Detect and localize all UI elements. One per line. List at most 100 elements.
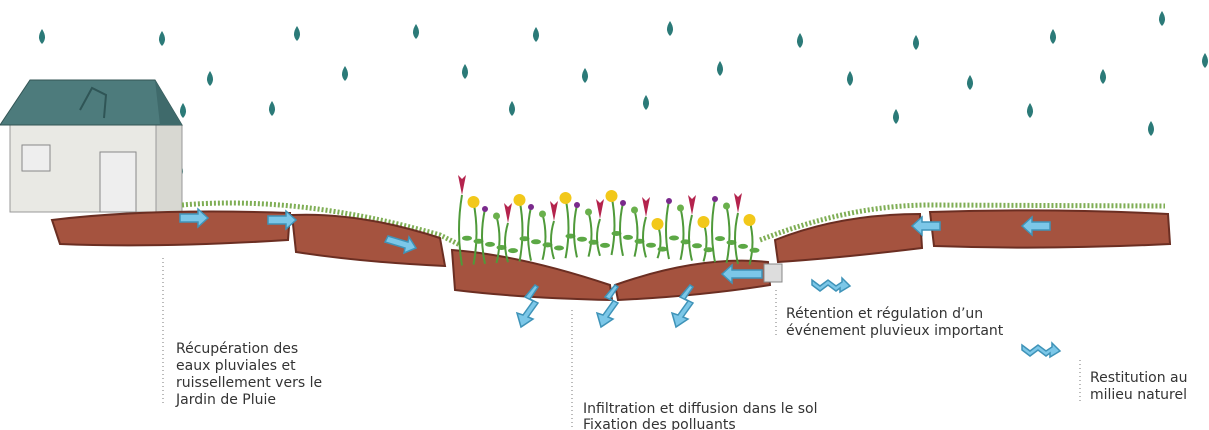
berry (574, 202, 580, 208)
raindrop (893, 109, 899, 124)
window (22, 145, 50, 171)
label-line: Fixation des polluants (583, 417, 736, 430)
plants (458, 175, 760, 265)
leaf (715, 236, 725, 241)
label-line: Restitution au (1090, 370, 1187, 386)
roof (0, 80, 182, 125)
raindrop (207, 71, 213, 86)
soil-slab (52, 212, 290, 246)
stem (505, 223, 508, 262)
raindrop (1159, 11, 1165, 26)
raindrop (269, 101, 275, 116)
leaf (623, 235, 633, 240)
stem (551, 221, 554, 259)
soil-slab (775, 214, 922, 262)
spike-flower (596, 199, 604, 219)
raindrop (39, 29, 45, 44)
yellow-flower (744, 214, 756, 226)
yellow-flower (698, 216, 710, 228)
labels: Récupération des eaux pluviales et ruiss… (175, 306, 1187, 430)
stem (589, 212, 592, 257)
raindrop (582, 68, 588, 83)
leaf (692, 243, 702, 248)
soil-slab (615, 261, 770, 300)
label-line: eaux pluviales et (176, 358, 296, 374)
stem (543, 214, 546, 260)
spike-flower (642, 197, 650, 217)
label-line: Rétention et régulation d’un (786, 306, 983, 322)
leaf (658, 247, 668, 252)
bud (677, 205, 684, 212)
raindrop (462, 64, 468, 79)
door (100, 152, 136, 212)
raindrop (1027, 103, 1033, 118)
leaf (669, 236, 679, 241)
spike-flower (550, 201, 558, 221)
yellow-flower (606, 190, 618, 202)
stem (612, 196, 615, 255)
leaf (531, 239, 541, 244)
raindrop (913, 35, 919, 50)
label-line: ruissellement vers le (176, 375, 322, 391)
soil (52, 210, 1170, 300)
outflow-arrow (1022, 343, 1060, 357)
raindrop (294, 26, 300, 41)
yellow-flower (514, 194, 526, 206)
stem (520, 200, 523, 261)
overflow-box (764, 264, 782, 282)
yellow-flower (560, 192, 572, 204)
stem (681, 208, 684, 260)
raindrop (159, 31, 165, 46)
stem (712, 199, 715, 262)
stem (620, 203, 623, 256)
label-line: Infiltration et diffusion dans le sol (583, 401, 818, 417)
berry (666, 198, 672, 204)
leaf (646, 243, 656, 248)
leaf (554, 246, 564, 251)
house (0, 80, 182, 212)
label-line: Jardin de Pluie (175, 392, 276, 408)
raindrop (667, 21, 673, 36)
raindrop (643, 95, 649, 110)
stem (735, 213, 738, 264)
spike-flower (504, 203, 512, 223)
raindrop (413, 24, 419, 39)
stem (727, 206, 730, 263)
leaf (462, 236, 472, 241)
house-side (156, 125, 182, 212)
spike-flower (688, 195, 696, 215)
berry (528, 204, 534, 210)
raindrop (509, 101, 515, 116)
label-line: milieu naturel (1090, 387, 1187, 403)
raindrop (1202, 53, 1208, 68)
berry (620, 200, 626, 206)
raindrop (967, 75, 973, 90)
stem (643, 217, 646, 257)
stem (566, 198, 569, 258)
raindrop (1100, 69, 1106, 84)
rain-garden-diagram: Récupération des eaux pluviales et ruiss… (0, 0, 1209, 430)
raindrops (39, 11, 1208, 178)
soil-slab (292, 215, 445, 266)
stem (597, 219, 600, 256)
leaf (738, 244, 748, 249)
spike-flower (734, 193, 742, 213)
stem (574, 205, 577, 257)
raindrop (180, 103, 186, 118)
leaf (600, 243, 610, 248)
stem (528, 207, 531, 261)
leaf (750, 248, 760, 253)
spike-flower (458, 175, 466, 195)
yellow-flower (652, 218, 664, 230)
label-line: Récupération des (176, 341, 298, 357)
raindrop (847, 71, 853, 86)
stem (689, 215, 692, 261)
bud (631, 207, 638, 214)
bud (493, 213, 500, 220)
raindrop (717, 61, 723, 76)
bud (723, 203, 730, 210)
raindrop (342, 66, 348, 81)
raindrop (1148, 121, 1154, 136)
berry (482, 206, 488, 212)
bud (585, 209, 592, 216)
